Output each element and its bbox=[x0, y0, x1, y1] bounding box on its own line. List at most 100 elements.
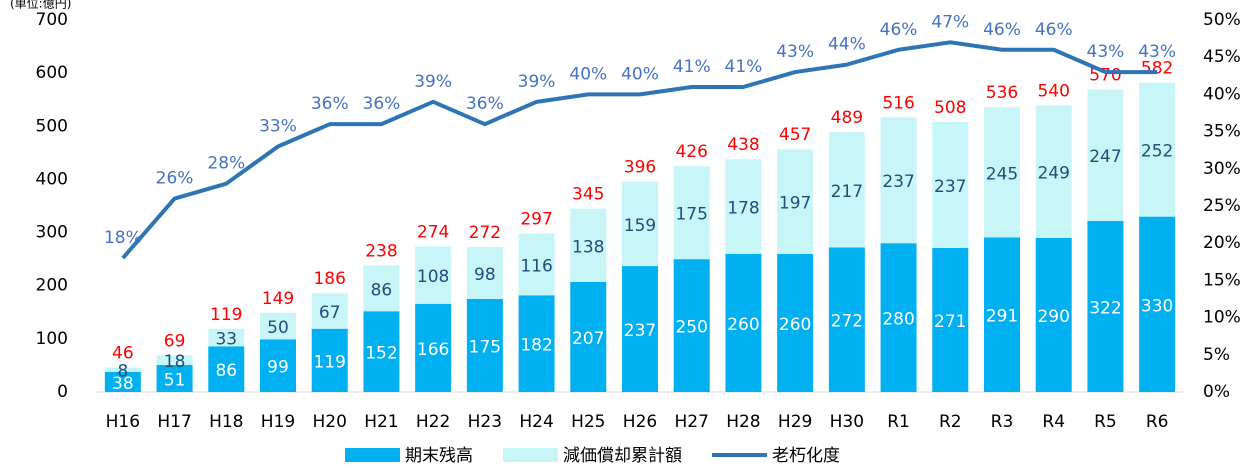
x-tick-label: R3 bbox=[991, 412, 1014, 432]
line-value-label: 43% bbox=[1138, 42, 1176, 62]
bar-value-label: 237 bbox=[624, 321, 656, 341]
x-tick-label: H23 bbox=[468, 412, 502, 432]
legend-label: 期末残高 bbox=[405, 446, 473, 466]
bar-value-label: 245 bbox=[986, 164, 1018, 184]
line-value-label: 40% bbox=[621, 64, 659, 84]
bar bbox=[777, 253, 814, 392]
line-value-label: 26% bbox=[156, 169, 194, 189]
bar bbox=[518, 233, 555, 296]
y2-tick-label: 20% bbox=[1203, 233, 1241, 253]
y2-tick-label: 15% bbox=[1203, 270, 1241, 290]
x-tick-label: H24 bbox=[519, 412, 553, 432]
bar bbox=[466, 246, 503, 299]
bar-value-label: 260 bbox=[779, 315, 811, 335]
total-label: 238 bbox=[365, 242, 397, 262]
legend-label: 減価償却累計額 bbox=[563, 446, 682, 466]
bar bbox=[156, 364, 193, 392]
line-value-label: 41% bbox=[725, 57, 763, 77]
bar-value-label: 217 bbox=[831, 182, 863, 202]
y-tick-label: 400 bbox=[36, 169, 68, 189]
x-tick-label: R2 bbox=[939, 412, 962, 432]
bar bbox=[984, 237, 1020, 392]
x-tick-label: H25 bbox=[571, 412, 605, 432]
bar-value-label: 108 bbox=[417, 267, 449, 287]
bar-value-label: 237 bbox=[882, 172, 914, 192]
x-tick-label: R4 bbox=[1042, 412, 1065, 432]
bar bbox=[1087, 220, 1124, 392]
x-tick-label: H19 bbox=[261, 412, 295, 432]
line-value-label: 46% bbox=[983, 20, 1021, 40]
y-tick-label: 200 bbox=[36, 276, 68, 296]
bar-value-label: 280 bbox=[882, 310, 914, 330]
total-label: 69 bbox=[164, 331, 186, 351]
bar bbox=[828, 132, 865, 248]
bar-value-label: 290 bbox=[1037, 307, 1069, 327]
total-label: 274 bbox=[417, 222, 449, 242]
x-tick-label: H29 bbox=[778, 412, 812, 432]
bar bbox=[932, 247, 969, 392]
x-tick-label: H16 bbox=[106, 412, 140, 432]
bar-value-label: 33 bbox=[215, 330, 237, 350]
bar-value-label: 250 bbox=[675, 318, 707, 338]
bar bbox=[518, 295, 555, 392]
y2-tick-label: 35% bbox=[1203, 122, 1241, 142]
y-tick-label: 100 bbox=[36, 329, 68, 349]
y-tick-label: 700 bbox=[36, 10, 68, 30]
bar bbox=[363, 265, 400, 312]
bar-value-label: 175 bbox=[469, 338, 501, 358]
bar-value-label: 86 bbox=[371, 280, 393, 300]
bar-value-label: 322 bbox=[1089, 298, 1121, 318]
line bbox=[121, 40, 1158, 260]
bar-value-label: 50 bbox=[267, 318, 289, 338]
line-value-label: 41% bbox=[673, 57, 711, 77]
total-label: 119 bbox=[210, 305, 242, 325]
total-label: 516 bbox=[882, 93, 914, 113]
x-tick-label: H26 bbox=[623, 412, 657, 432]
line-value-label: 46% bbox=[880, 20, 918, 40]
line-value-label: 18% bbox=[104, 228, 142, 248]
bar-value-label: 291 bbox=[986, 307, 1018, 327]
line-value-label: 39% bbox=[518, 72, 556, 92]
x-tick-label: H21 bbox=[364, 412, 398, 432]
line-value-label: 47% bbox=[931, 12, 969, 32]
x-tick-label: R5 bbox=[1094, 412, 1117, 432]
bar bbox=[570, 208, 607, 282]
y2-tick-label: 50% bbox=[1203, 10, 1241, 30]
bar bbox=[260, 339, 296, 392]
x-tick-label: H28 bbox=[726, 412, 760, 432]
x-tick-label: H30 bbox=[830, 412, 864, 432]
bar-value-label: 116 bbox=[520, 256, 552, 276]
bar bbox=[466, 299, 503, 392]
bar-value-label: 247 bbox=[1089, 147, 1121, 167]
bar bbox=[673, 166, 710, 260]
bar bbox=[880, 243, 917, 392]
bar-value-label: 98 bbox=[474, 265, 496, 285]
bar bbox=[260, 312, 296, 340]
bar-value-label: 138 bbox=[572, 237, 604, 257]
line-value-label: 28% bbox=[207, 154, 245, 174]
bar bbox=[622, 181, 658, 267]
bar-value-label: 18 bbox=[164, 352, 186, 372]
total-label: 438 bbox=[727, 135, 759, 155]
bar-value-label: 152 bbox=[365, 344, 397, 364]
bar bbox=[984, 107, 1020, 238]
bar bbox=[104, 367, 141, 372]
total-label: 426 bbox=[675, 142, 707, 162]
x-tick-label: H18 bbox=[209, 412, 243, 432]
line-value-label: 46% bbox=[1035, 20, 1073, 40]
bar bbox=[415, 246, 452, 304]
bar bbox=[1035, 237, 1072, 392]
bar bbox=[828, 247, 865, 392]
total-label: 149 bbox=[262, 289, 294, 309]
bar-value-label: 166 bbox=[417, 340, 449, 360]
legend-label: 老朽化度 bbox=[772, 446, 840, 466]
y2-tick-label: 25% bbox=[1203, 196, 1241, 216]
line-value-label: 36% bbox=[466, 94, 504, 114]
bar bbox=[880, 117, 917, 244]
bar bbox=[415, 303, 452, 392]
bar-value-label: 249 bbox=[1037, 164, 1069, 184]
line-value-label: 43% bbox=[1087, 42, 1125, 62]
bar bbox=[777, 149, 814, 254]
bar-value-label: 271 bbox=[934, 312, 966, 332]
